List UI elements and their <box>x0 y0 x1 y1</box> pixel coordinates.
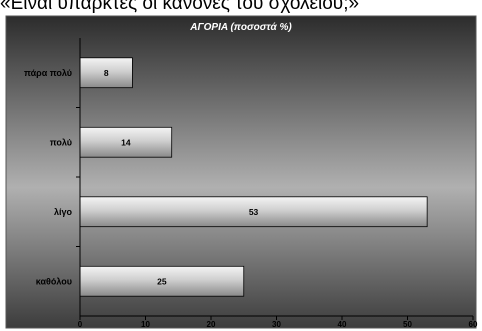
data-label: 14 <box>121 137 131 147</box>
x-axis-ticks: 0 10 20 30 40 50 60 <box>78 316 478 329</box>
x-tick-label: 60 <box>469 320 478 329</box>
data-label: 25 <box>157 276 167 286</box>
x-tick-label: 50 <box>403 320 412 329</box>
x-tick-label: 0 <box>78 320 83 329</box>
category-label: πολύ <box>50 137 72 147</box>
chart-title: ΑΓΟΡΙΑ (ποσοστά %) <box>189 22 292 33</box>
category-labels: πάρα πολύ πολύ λίγο καθόλου <box>24 68 80 286</box>
x-tick-label: 30 <box>272 320 281 329</box>
x-tick-label: 40 <box>338 320 347 329</box>
x-tick-label: 10 <box>141 320 150 329</box>
category-label: λίγο <box>54 207 73 217</box>
category-label: καθόλου <box>36 276 72 286</box>
x-tick-label: 20 <box>207 320 216 329</box>
bar <box>79 57 133 89</box>
category-label: πάρα πολύ <box>24 68 72 78</box>
bars: 8 14 53 25 <box>79 57 428 297</box>
top-caption: «Είναι υπαρκτές οι κανόνες του σχολείου;… <box>0 0 360 14</box>
bar <box>79 196 428 228</box>
data-label: 53 <box>249 207 259 217</box>
data-label: 8 <box>104 68 109 78</box>
